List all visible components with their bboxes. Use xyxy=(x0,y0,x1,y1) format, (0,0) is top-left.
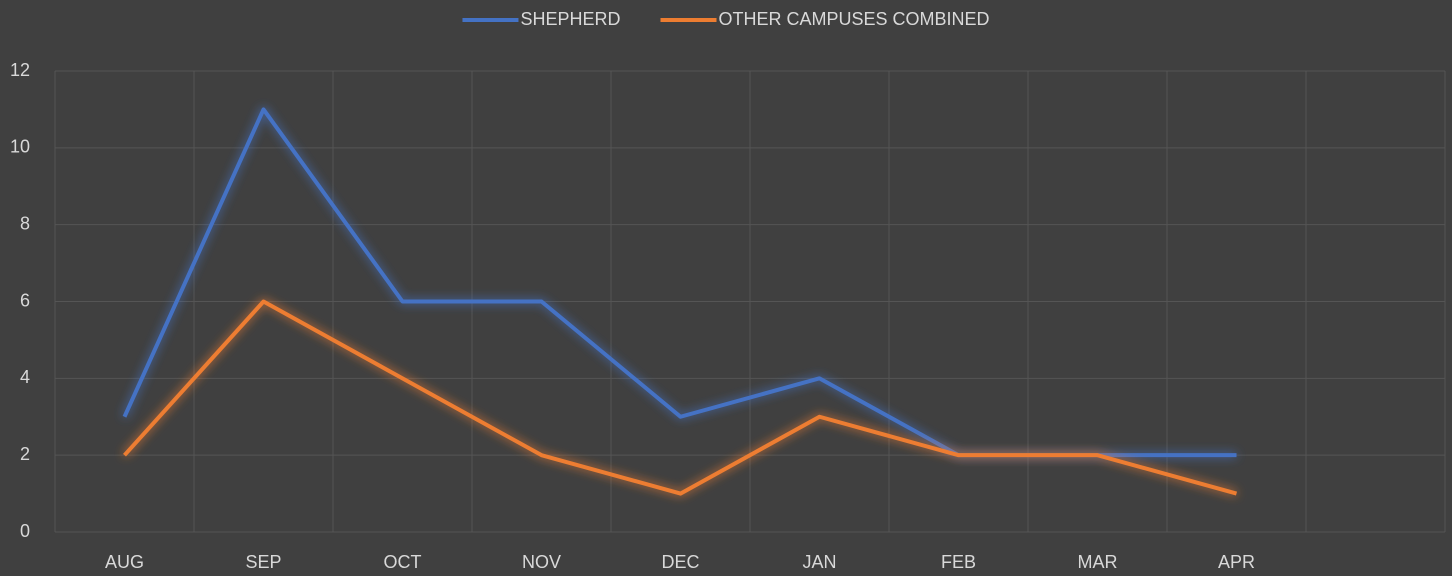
x-tick-label: OCT xyxy=(384,552,422,572)
x-tick-label: MAR xyxy=(1078,552,1118,572)
y-tick-label: 8 xyxy=(20,213,30,233)
x-tick-label: AUG xyxy=(105,552,144,572)
y-tick-label: 0 xyxy=(20,521,30,541)
series-line xyxy=(122,107,1237,458)
plot xyxy=(122,107,1238,496)
legend-label: SHEPHERD xyxy=(520,9,620,29)
y-tick-label: 6 xyxy=(20,290,30,310)
x-tick-label: FEB xyxy=(941,552,976,572)
x-tick-label: JAN xyxy=(802,552,836,572)
y-tick-label: 4 xyxy=(20,367,30,387)
x-tick-label: SEP xyxy=(245,552,281,572)
series-line xyxy=(123,299,1238,496)
y-tick-label: 10 xyxy=(10,137,30,157)
y-tick-label: 12 xyxy=(10,60,30,80)
x-tick-label: NOV xyxy=(522,552,561,572)
x-tick-label: APR xyxy=(1218,552,1255,572)
legend-label: OTHER CAMPUSES COMBINED xyxy=(719,9,990,29)
y-tick-label: 2 xyxy=(20,444,30,464)
x-tick-label: DEC xyxy=(661,552,699,572)
